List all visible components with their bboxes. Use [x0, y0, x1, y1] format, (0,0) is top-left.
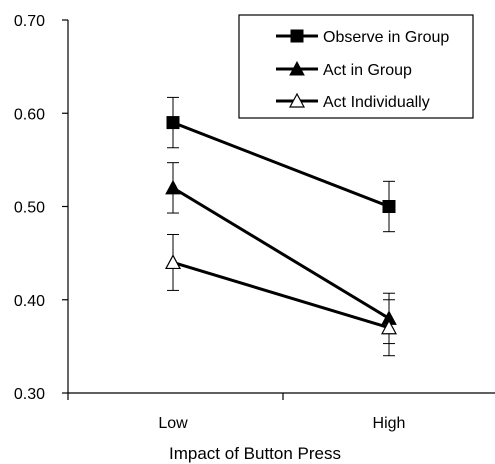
series-1-point-0	[165, 179, 181, 195]
series-lines	[172, 121, 390, 330]
x-tick-label-1: High	[373, 415, 406, 432]
y-tick-label-3: 0.60	[14, 106, 45, 123]
legend-label-2: Act Individually	[323, 94, 430, 111]
y-tick-label-2: 0.50	[14, 200, 45, 217]
x-axis-title: Impact of Button Press	[169, 444, 341, 463]
legend-label-0: Observe in Group	[323, 29, 449, 46]
x-tick-label-0: Low	[158, 415, 188, 432]
series-2-point-1	[380, 319, 398, 335]
series-markers	[164, 116, 398, 335]
series-line-2	[172, 261, 390, 330]
legend-marker-1	[289, 60, 305, 76]
legend: Observe in Group Act in Group Act Individu…	[238, 14, 474, 119]
error-bars	[167, 96, 395, 357]
series-0-point-0	[166, 116, 180, 130]
y-tick-label-0: 0.30	[14, 386, 45, 403]
axes: 0.30 0.40 0.50 0.60 0.70 Low High	[14, 13, 495, 432]
y-tick-label-1: 0.40	[14, 293, 45, 310]
series-line-0	[172, 121, 390, 208]
series-line-1	[172, 186, 390, 320]
legend-label-1: Act in Group	[323, 62, 412, 79]
series-0-point-1	[382, 200, 396, 213]
series-2-point-0	[164, 254, 182, 270]
legend-marker-2	[288, 92, 306, 108]
legend-marker-0	[290, 29, 304, 43]
y-tick-label-4: 0.70	[14, 13, 45, 30]
